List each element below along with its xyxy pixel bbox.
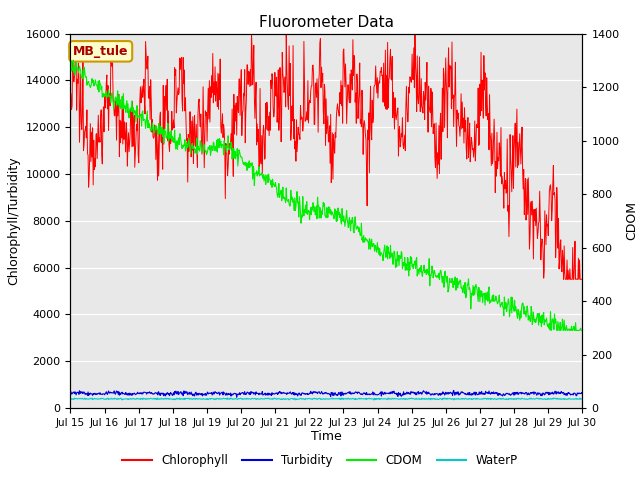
Title: Fluorometer Data: Fluorometer Data bbox=[259, 15, 394, 30]
Text: MB_tule: MB_tule bbox=[73, 45, 129, 58]
Y-axis label: CDOM: CDOM bbox=[625, 201, 638, 240]
X-axis label: Time: Time bbox=[311, 431, 342, 444]
Legend: Chlorophyll, Turbidity, CDOM, WaterP: Chlorophyll, Turbidity, CDOM, WaterP bbox=[118, 449, 522, 472]
Y-axis label: Chlorophyll/Turbidity: Chlorophyll/Turbidity bbox=[7, 156, 20, 285]
